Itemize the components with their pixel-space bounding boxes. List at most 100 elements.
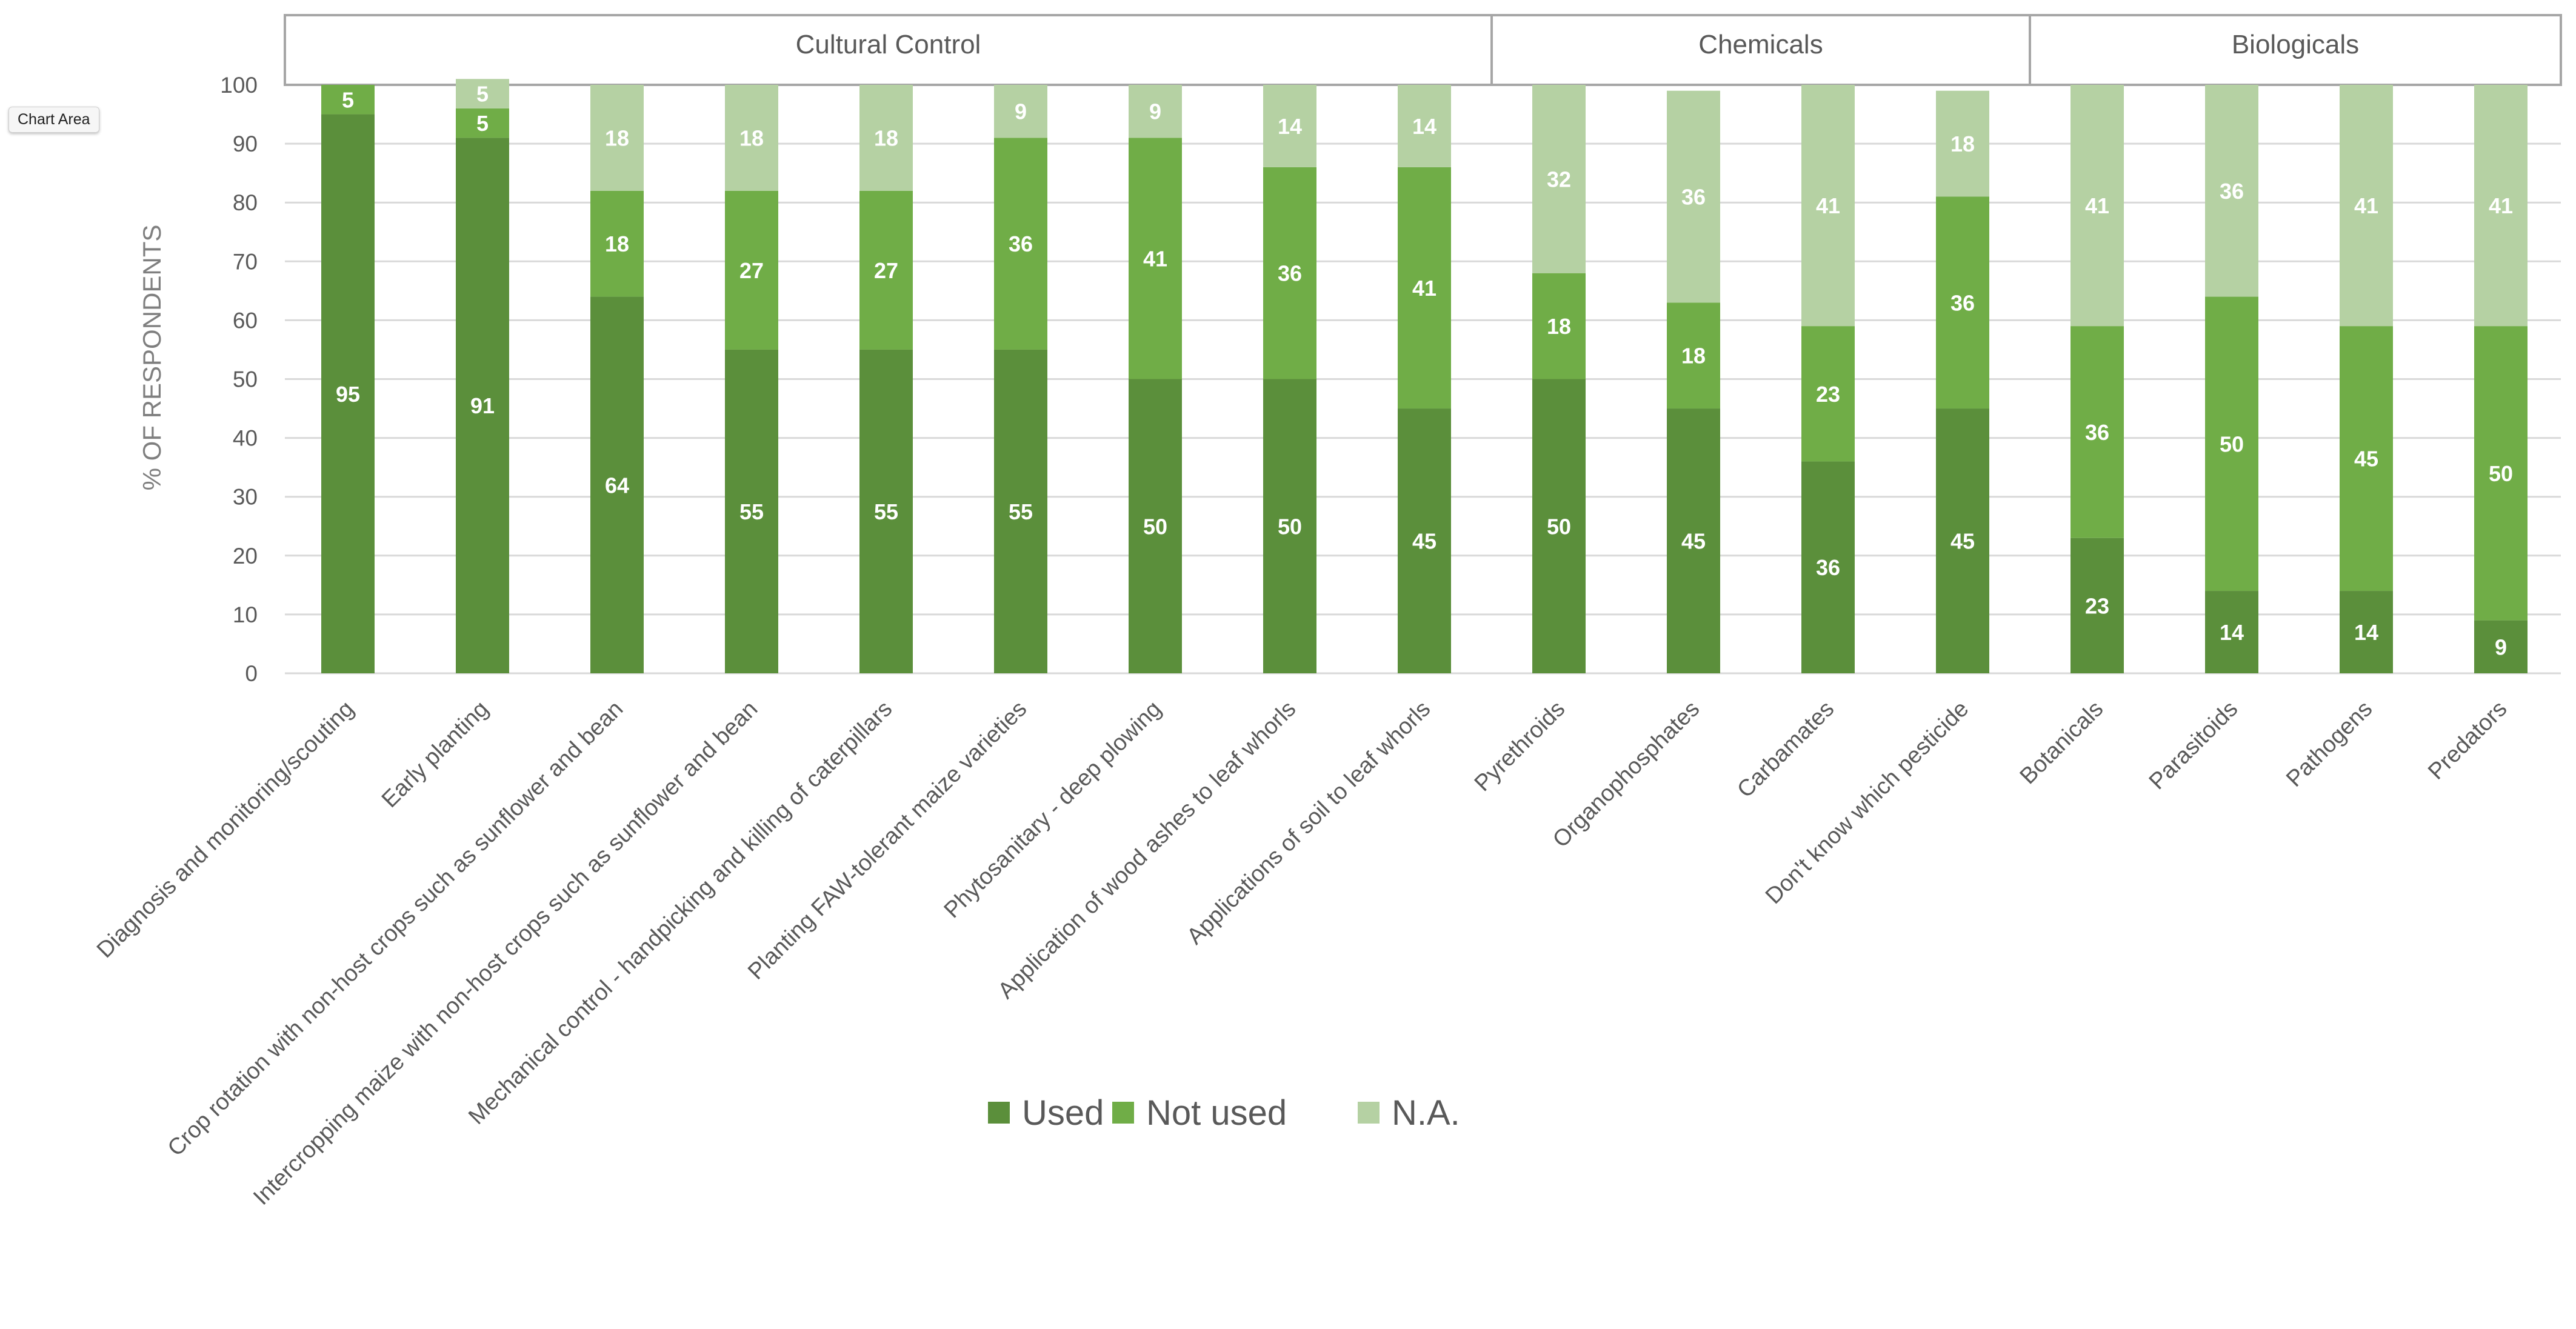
data-label: 18	[739, 125, 764, 150]
y-tick-label: 80	[233, 190, 258, 215]
data-label: 18	[874, 125, 898, 150]
legend: Used Not used N.A.	[988, 1093, 1460, 1133]
data-label: 14	[2354, 620, 2378, 645]
data-label: 14	[2220, 620, 2244, 645]
y-tick-label: 70	[233, 249, 258, 274]
bar-segment-n-a	[1263, 85, 1316, 167]
segment-labels: 9559155641818552718552718553695041950361…	[336, 82, 2513, 660]
legend-swatch	[988, 1102, 1010, 1124]
y-axis-ticks: 0 10 20 30 40 50 60 70 80 90 100	[220, 73, 258, 686]
category-label: Crop rotation with non-host crops such a…	[163, 696, 629, 1162]
bar-segment-used	[859, 349, 913, 673]
bar-segment-not-used	[456, 108, 509, 138]
bar-segment-not-used	[1129, 138, 1182, 379]
bar-segment-not-used	[321, 85, 375, 115]
y-tick-label: 100	[220, 73, 258, 98]
data-label: 9	[1149, 99, 1161, 124]
data-label: 18	[605, 231, 629, 256]
data-label: 36	[1950, 290, 1975, 315]
bar-segment-n-a	[1532, 85, 1586, 273]
bar-segment-not-used	[859, 190, 913, 350]
y-tick-label: 50	[233, 367, 258, 392]
category-label: Botanicals	[2015, 696, 2109, 790]
data-label: 55	[739, 499, 764, 524]
y-axis-title: % OF RESPONDENTS	[138, 225, 166, 491]
bar-segment-n-a	[456, 79, 509, 108]
bar-segment-n-a	[2474, 85, 2528, 327]
bar-segment-n-a	[1667, 90, 1720, 303]
data-label: 36	[1681, 184, 1706, 209]
category-label: Organophosphates	[1548, 696, 1704, 853]
bar-segment-n-a	[1398, 85, 1451, 167]
bar-segment-used	[1667, 408, 1720, 673]
group-header-label: Chemicals	[1698, 30, 1823, 59]
legend-swatch	[1112, 1102, 1134, 1124]
data-label: 41	[2489, 193, 2513, 218]
legend-label: N.A.	[1392, 1093, 1460, 1133]
data-label: 27	[739, 258, 764, 283]
category-label: Phytosanitary - deep plowing	[939, 696, 1167, 924]
bar-segment-used	[1129, 379, 1182, 673]
category-label: Applications of soil to leaf whorls	[1182, 696, 1435, 950]
bar-segment-used	[2474, 620, 2528, 673]
category-label: Predators	[2423, 696, 2512, 785]
bar-segment-n-a	[1801, 85, 1855, 327]
bar-segment-not-used	[725, 190, 778, 350]
bar-segment-not-used	[1532, 273, 1586, 379]
data-label: 45	[1950, 529, 1975, 554]
y-tick-label: 0	[245, 661, 258, 686]
group-header-label: Cultural Control	[796, 30, 981, 59]
category-label: Pyrethroids	[1470, 696, 1570, 797]
data-label: 64	[605, 473, 629, 498]
bar-segment-not-used	[590, 190, 644, 297]
data-label: 41	[2354, 193, 2378, 218]
category-label: Early planting	[377, 696, 494, 813]
bar-segment-not-used	[994, 138, 1047, 350]
y-tick-label: 60	[233, 308, 258, 333]
data-label: 9	[1015, 99, 1027, 124]
data-label: 18	[1681, 344, 1706, 368]
bar-segment-n-a	[2340, 85, 2393, 327]
bar-segment-used	[1936, 408, 1989, 673]
y-tick-label: 30	[233, 485, 258, 510]
data-label: 45	[1412, 529, 1436, 554]
bar-segment-used	[590, 296, 644, 673]
data-label: 36	[1278, 261, 1302, 286]
bar-segment-n-a	[1936, 90, 1989, 197]
bar-segment-not-used	[1263, 167, 1316, 379]
data-label: 36	[1009, 231, 1033, 256]
data-label: 95	[336, 382, 360, 407]
data-label: 45	[1681, 529, 1706, 554]
data-label: 55	[1009, 499, 1033, 524]
bar-segment-n-a	[2205, 85, 2258, 297]
bar-segment-n-a	[994, 85, 1047, 138]
category-labels: Diagnosis and monitoring/scouting Early p…	[92, 696, 2512, 1210]
data-label: 9	[2495, 635, 2507, 659]
bar-segment-not-used	[1667, 302, 1720, 409]
y-tick-label: 40	[233, 426, 258, 451]
data-label: 5	[476, 82, 489, 107]
category-label: Application of wood ashes to leaf whorls	[993, 696, 1301, 1004]
data-label: 32	[1547, 167, 1571, 192]
data-label: 41	[2085, 193, 2109, 218]
bar-segment-used	[1801, 461, 1855, 673]
data-label: 23	[2085, 593, 2109, 618]
bar-segment-not-used	[1936, 196, 1989, 409]
data-label: 5	[476, 111, 489, 136]
category-label: Diagnosis and monitoring/scouting	[92, 696, 359, 963]
group-header-frame	[284, 14, 2562, 86]
category-label: Pathogens	[2281, 696, 2377, 792]
data-label: 45	[2354, 447, 2378, 471]
bar-segment-used	[2070, 538, 2124, 673]
data-label: 41	[1143, 246, 1167, 271]
bar-segment-n-a	[725, 85, 778, 191]
chart-area-tooltip: Chart Area	[8, 107, 99, 133]
bar-segment-used	[2340, 591, 2393, 673]
group-header-label: Biologicals	[2232, 30, 2359, 59]
data-label: 36	[1816, 555, 1840, 580]
data-label: 55	[874, 499, 898, 524]
group-headers: Cultural Control Chemicals Biologicals	[284, 14, 2562, 86]
data-label: 41	[1816, 193, 1840, 218]
bar-segment-used	[2205, 591, 2258, 673]
